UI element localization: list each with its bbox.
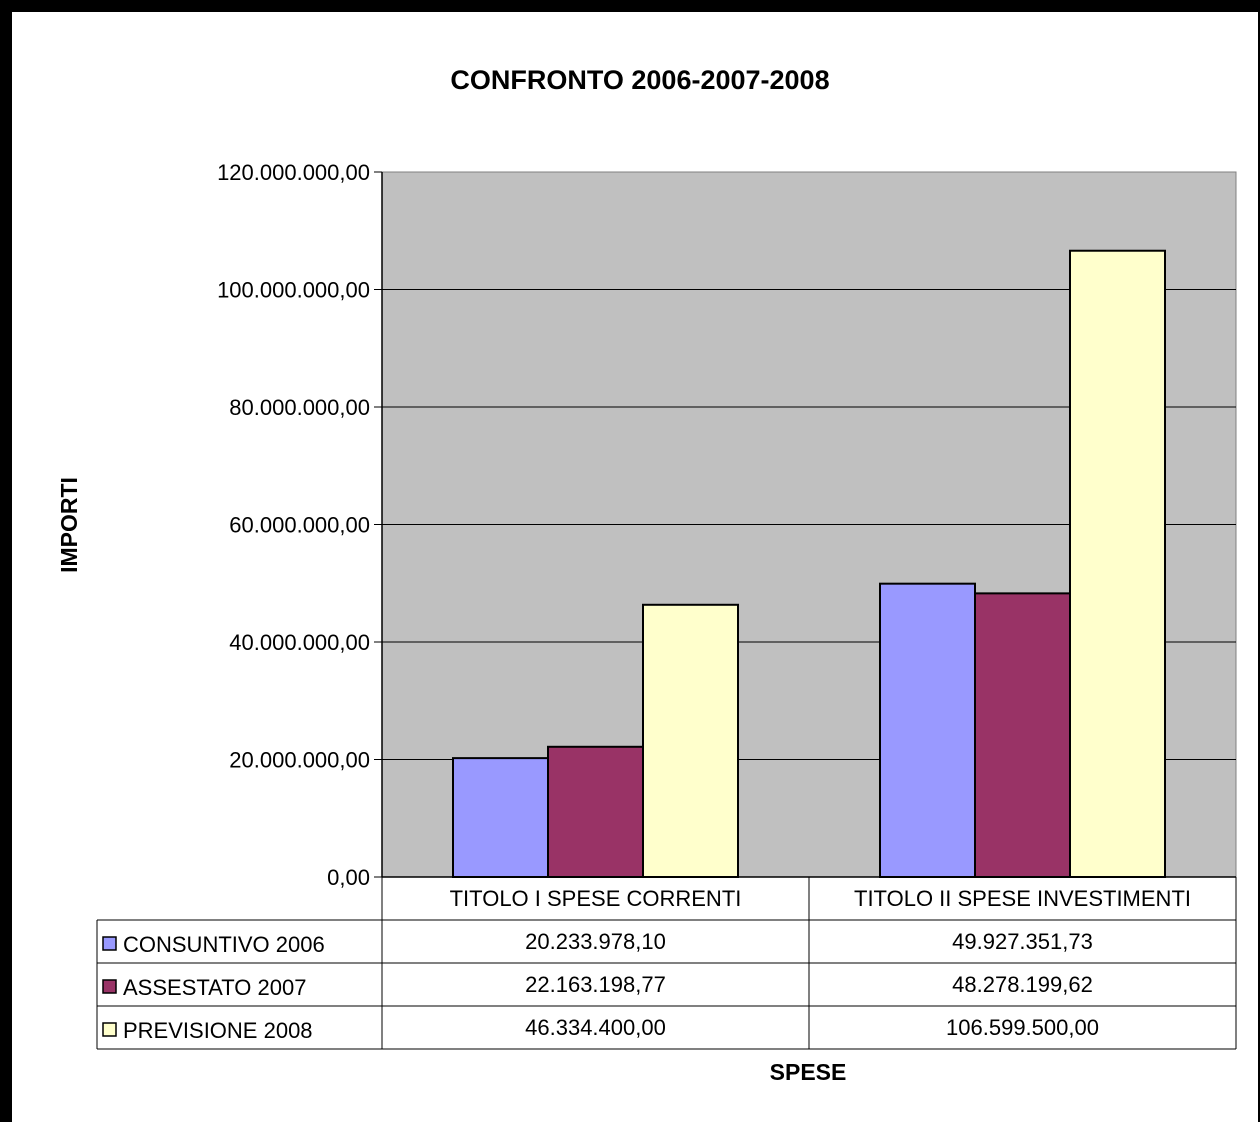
legend-series-name: CONSUNTIVO 2006 bbox=[123, 932, 325, 957]
y-tick-label: 40.000.000,00 bbox=[229, 630, 370, 655]
legend-swatch bbox=[102, 936, 117, 951]
category-label: TITOLO I SPESE CORRENTI bbox=[450, 886, 742, 911]
data-table-cell: 49.927.351,73 bbox=[952, 929, 1093, 954]
bar bbox=[879, 582, 976, 878]
bar bbox=[642, 603, 739, 878]
data-table-cell: 48.278.199,62 bbox=[952, 972, 1093, 997]
legend-series-name: ASSESTATO 2007 bbox=[123, 975, 306, 1000]
y-tick-label: 120.000.000,00 bbox=[217, 160, 370, 185]
y-tick-label: 20.000.000,00 bbox=[229, 748, 370, 773]
y-tick-label: 80.000.000,00 bbox=[229, 395, 370, 420]
chart-title: CONFRONTO 2006-2007-2008 bbox=[450, 65, 829, 95]
data-table-cell: 22.163.198,77 bbox=[525, 972, 666, 997]
data-table-cell: 106.599.500,00 bbox=[946, 1015, 1099, 1040]
bar bbox=[974, 592, 1071, 879]
y-axis-title: IMPORTI bbox=[56, 477, 82, 573]
bar bbox=[452, 757, 549, 878]
data-table-cell: 20.233.978,10 bbox=[525, 929, 666, 954]
legend-swatch bbox=[102, 1022, 117, 1037]
legend-series-name: PREVISIONE 2008 bbox=[123, 1018, 313, 1043]
y-tick-label: 60.000.000,00 bbox=[229, 513, 370, 538]
legend-swatch bbox=[102, 979, 117, 994]
y-tick-label: 100.000.000,00 bbox=[217, 278, 370, 303]
category-label: TITOLO II SPESE INVESTIMENTI bbox=[854, 886, 1191, 911]
x-axis-title: SPESE bbox=[770, 1059, 847, 1085]
data-table-cell: 46.334.400,00 bbox=[525, 1015, 666, 1040]
bar bbox=[547, 745, 644, 878]
y-tick-label: 0,00 bbox=[327, 865, 370, 890]
bar bbox=[1069, 249, 1166, 878]
